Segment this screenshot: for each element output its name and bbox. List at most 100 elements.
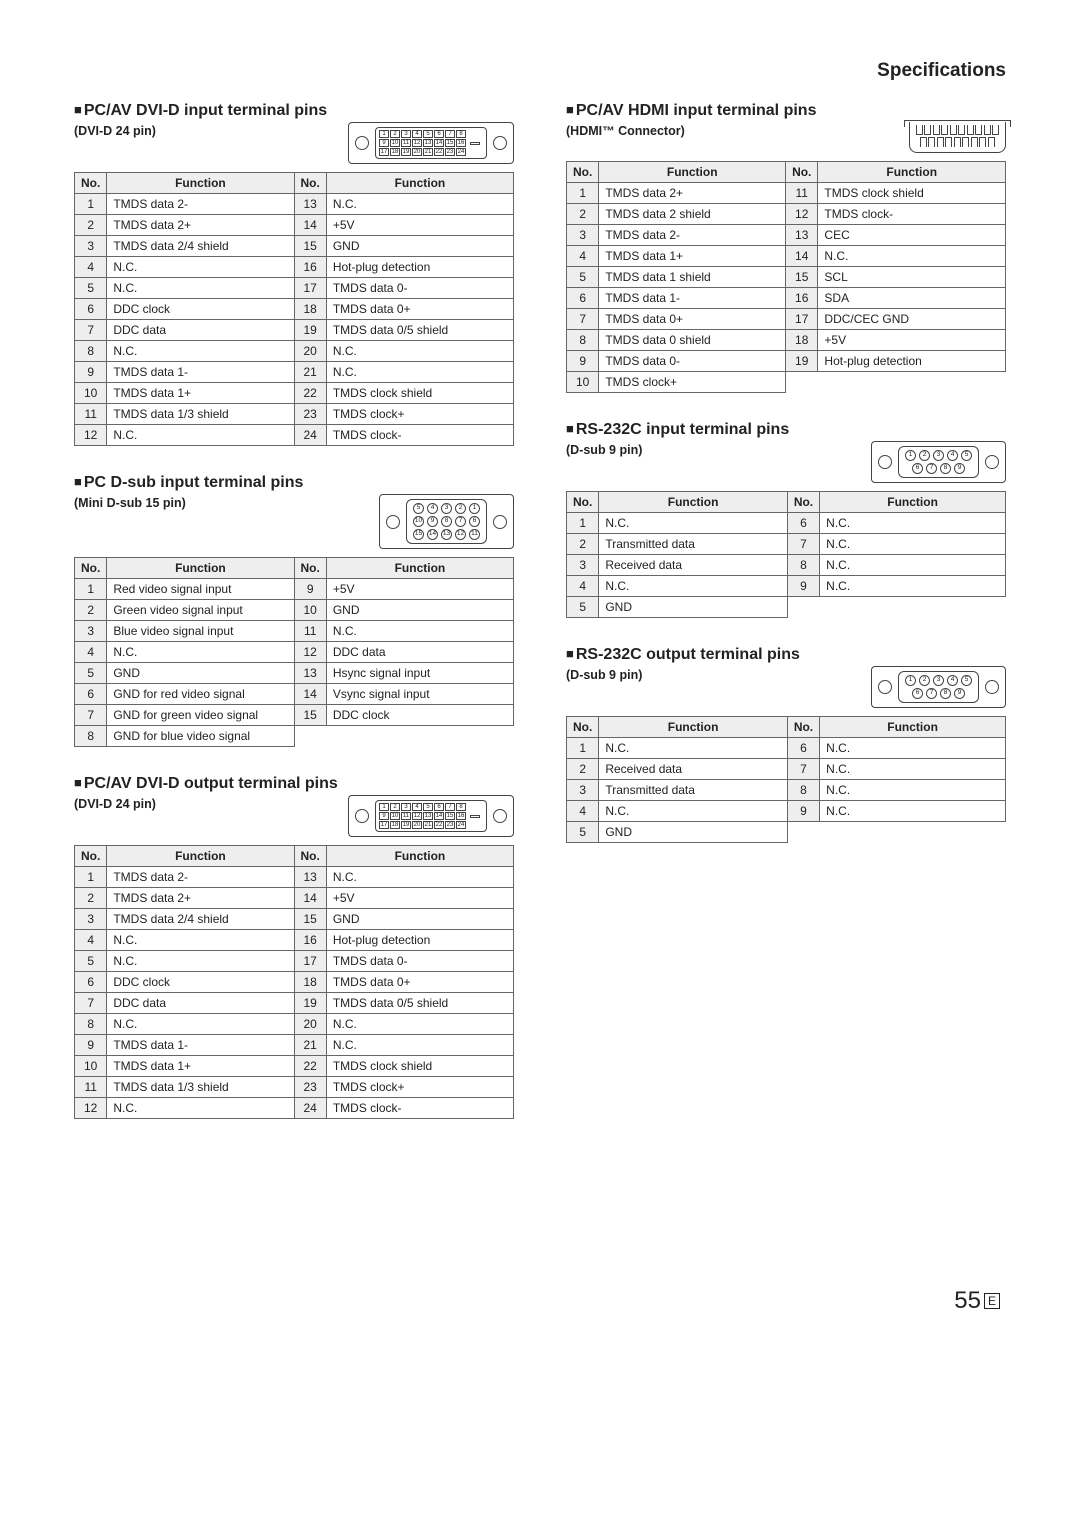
col-func: Function <box>326 558 513 579</box>
pin-no: 21 <box>294 362 326 383</box>
pin-func: N.C. <box>820 738 1006 759</box>
table-row: 2Received data7N.C. <box>567 759 1006 780</box>
pin-func: N.C. <box>107 1098 294 1119</box>
section-title: PC D-sub input terminal pins <box>74 474 514 492</box>
pin-no: 7 <box>567 309 599 330</box>
page-title: Specifications <box>74 60 1006 82</box>
table-row: 7DDC data19TMDS data 0/5 shield <box>75 320 514 341</box>
pin-no: 16 <box>294 257 326 278</box>
pin-no: 8 <box>75 726 107 747</box>
pin-func: DDC data <box>107 320 294 341</box>
pin-no: 15 <box>294 705 326 726</box>
table-row: 9TMDS data 1-21N.C. <box>75 362 514 383</box>
pin-no: 13 <box>294 194 326 215</box>
table-row: 7DDC data19TMDS data 0/5 shield <box>75 993 514 1014</box>
pin-no: 14 <box>786 246 818 267</box>
pin-no: 12 <box>75 425 107 446</box>
pin-func: +5V <box>818 330 1006 351</box>
pin-no: 9 <box>75 1035 107 1056</box>
pin-no: 10 <box>294 600 326 621</box>
pin-func: +5V <box>326 215 513 236</box>
pin-func: TMDS data 1- <box>107 362 294 383</box>
pin-no: 6 <box>75 684 107 705</box>
pin-no: 12 <box>786 204 818 225</box>
pin-no: 23 <box>294 404 326 425</box>
pin-func: N.C. <box>326 362 513 383</box>
table-row: 8N.C.20N.C. <box>75 341 514 362</box>
pin-no: 7 <box>75 993 107 1014</box>
pin-no: 18 <box>786 330 818 351</box>
pin-no: 9 <box>787 576 819 597</box>
col-func: Function <box>820 492 1006 513</box>
pin-no: 9 <box>787 801 819 822</box>
pin-no: 10 <box>567 372 599 393</box>
pin-func: N.C. <box>820 576 1006 597</box>
pin-no: 17 <box>294 951 326 972</box>
pin-func: DDC data <box>326 642 513 663</box>
pin-no: 8 <box>787 555 819 576</box>
pin-func: +5V <box>326 888 513 909</box>
pin-func: TMDS data 0+ <box>326 299 513 320</box>
pin-func: +5V <box>326 579 513 600</box>
table-row: 12N.C.24TMDS clock- <box>75 425 514 446</box>
table-row: 9TMDS data 1-21N.C. <box>75 1035 514 1056</box>
pin-table: No.FunctionNo.Function1N.C.6N.C.2Receive… <box>566 716 1006 843</box>
pin-func: TMDS data 2+ <box>599 183 786 204</box>
dsub9-connector-icon: 123456789 <box>871 666 1006 708</box>
pin-func: Transmitted data <box>599 780 787 801</box>
pin-func: TMDS data 0/5 shield <box>326 320 513 341</box>
col-no: No. <box>567 717 599 738</box>
pin-no: 3 <box>567 555 599 576</box>
col-no: No. <box>75 173 107 194</box>
table-row: 9TMDS data 0-19Hot-plug detection <box>567 351 1006 372</box>
pin-no: 24 <box>294 1098 326 1119</box>
table-row: 2Green video signal input10GND <box>75 600 514 621</box>
section: PC/AV DVI-D input terminal pins(DVI-D 24… <box>74 102 514 446</box>
table-row: 6DDC clock18TMDS data 0+ <box>75 299 514 320</box>
pin-table: No.FunctionNo.Function1Red video signal … <box>74 557 514 747</box>
section-subrow: (Mini D-sub 15 pin)543211098761514131211 <box>74 494 514 549</box>
pin-func: N.C. <box>326 867 513 888</box>
pin-no: 4 <box>75 642 107 663</box>
col-func: Function <box>818 162 1006 183</box>
dvi-connector-icon: 123456789101112131415161718192021222324 <box>348 795 514 837</box>
table-row: 4N.C.16Hot-plug detection <box>75 257 514 278</box>
pin-func: TMDS data 2- <box>599 225 786 246</box>
pin-func: TMDS data 0- <box>326 278 513 299</box>
pin-no: 11 <box>786 183 818 204</box>
pin-no: 24 <box>294 425 326 446</box>
pin-no: 8 <box>787 780 819 801</box>
pin-no: 2 <box>567 759 599 780</box>
pin-no: 20 <box>294 341 326 362</box>
section-title: RS-232C output terminal pins <box>566 646 1006 664</box>
pin-no: 9 <box>75 362 107 383</box>
pin-func: TMDS clock- <box>818 204 1006 225</box>
pin-func: TMDS data 1+ <box>107 1056 294 1077</box>
table-row: 5GND13Hsync signal input <box>75 663 514 684</box>
pin-no: 1 <box>75 867 107 888</box>
pin-func: TMDS data 1- <box>599 288 786 309</box>
pin-func: GND <box>599 822 787 843</box>
pin-func: GND for green video signal <box>107 705 294 726</box>
pin-no: 8 <box>75 1014 107 1035</box>
page-number: 55E <box>74 1287 1006 1315</box>
table-row: 5GND <box>567 597 1006 618</box>
pin-func: TMDS data 1+ <box>107 383 294 404</box>
pin-func: TMDS data 2/4 shield <box>107 909 294 930</box>
pin-func: DDC/CEC GND <box>818 309 1006 330</box>
pin-func: TMDS data 2+ <box>107 215 294 236</box>
section-subtitle: (Mini D-sub 15 pin) <box>74 494 186 510</box>
pin-func: N.C. <box>820 759 1006 780</box>
table-row: 5GND <box>567 822 1006 843</box>
section-title: PC/AV DVI-D output terminal pins <box>74 775 514 793</box>
pin-func: Hot-plug detection <box>326 257 513 278</box>
pin-func: N.C. <box>599 513 787 534</box>
table-row: 2Transmitted data7N.C. <box>567 534 1006 555</box>
right-column: PC/AV HDMI input terminal pins(HDMI™ Con… <box>566 102 1006 1147</box>
pin-no: 4 <box>75 257 107 278</box>
pin-no: 3 <box>75 909 107 930</box>
col-no: No. <box>567 162 599 183</box>
pin-no: 3 <box>567 780 599 801</box>
pin-func: TMDS data 0 shield <box>599 330 786 351</box>
pin-func: TMDS data 2- <box>107 867 294 888</box>
